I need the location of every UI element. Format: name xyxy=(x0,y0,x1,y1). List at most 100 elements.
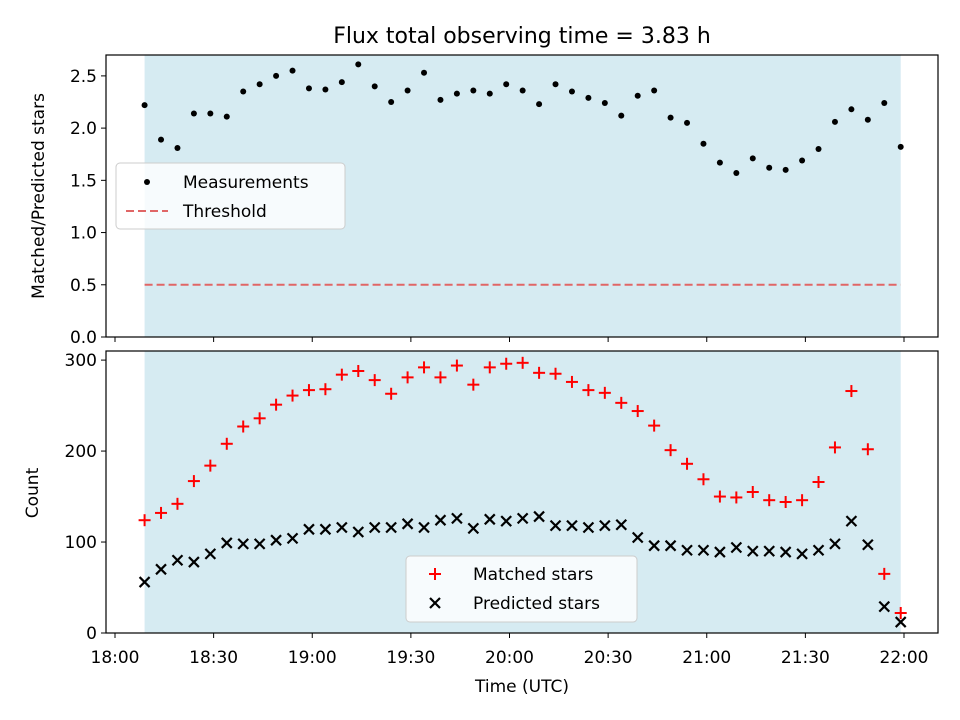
predicted-star-point xyxy=(730,541,743,554)
predicted-star-point xyxy=(894,616,907,628)
measurement-point xyxy=(552,81,559,88)
predicted-marker-b xyxy=(336,521,348,534)
matched-star-point xyxy=(615,396,628,409)
matched-star-point xyxy=(138,514,151,527)
matched-star-point xyxy=(368,374,381,387)
predicted-star-point xyxy=(779,546,792,558)
measurement-point xyxy=(766,164,773,171)
y-tick-label: 0.5 xyxy=(70,276,97,296)
matched-star-point xyxy=(664,444,677,457)
predicted-star-point xyxy=(253,538,266,550)
measurement-point xyxy=(388,99,395,105)
predicted-marker-b xyxy=(237,538,249,550)
predicted-star-point xyxy=(763,545,775,557)
predicted-marker-b xyxy=(483,513,496,526)
legend-box xyxy=(115,162,346,230)
predicted-marker-b xyxy=(714,546,726,558)
x-tick-label: 20:30 xyxy=(584,648,633,668)
predicted-marker-b xyxy=(138,576,151,588)
matched-star-point xyxy=(434,371,447,384)
legend-measurements-label: Measurements xyxy=(183,173,309,193)
predicted-star-point xyxy=(286,532,299,545)
measurement-point xyxy=(848,106,855,113)
predicted-marker-b xyxy=(188,556,200,568)
measurement-point xyxy=(519,87,526,94)
measurement-point xyxy=(716,159,723,166)
predicted-marker-b xyxy=(467,522,480,535)
predicted-marker-b xyxy=(549,519,562,532)
predicted-marker-b xyxy=(566,519,578,532)
matched-star-point xyxy=(631,405,644,418)
predicted-marker-b xyxy=(829,538,841,550)
matched-star-point xyxy=(155,506,168,519)
y-tick-label: 0.0 xyxy=(70,328,97,348)
predicted-marker-b xyxy=(204,548,217,560)
matched-star-point xyxy=(450,359,463,372)
axes-frame xyxy=(105,54,939,338)
matched-star-point xyxy=(204,459,217,472)
chart-title: Flux total observing time = 3.83 h xyxy=(333,24,711,49)
top-legend: Measurements Threshold xyxy=(115,162,346,230)
y-tick-label: 200 xyxy=(65,442,97,462)
predicted-marker-b xyxy=(451,512,463,525)
matched-star-point xyxy=(335,368,348,381)
predicted-star-point xyxy=(352,526,365,538)
predicted-marker-b xyxy=(664,539,677,552)
matched-star-point xyxy=(746,486,759,498)
measurement-point xyxy=(240,88,247,95)
measurement-point xyxy=(684,119,691,126)
predicted-marker-b xyxy=(533,510,545,523)
predicted-marker-b xyxy=(796,548,808,560)
measurement-point xyxy=(897,143,904,150)
predicted-star-point xyxy=(237,538,249,550)
measurement-point xyxy=(782,166,789,173)
measurement-point xyxy=(289,67,296,74)
matched-star-point xyxy=(763,494,776,507)
matched-star-point xyxy=(861,443,874,456)
legend-threshold-label: Threshold xyxy=(182,202,267,222)
measurement-point xyxy=(404,87,411,94)
predicted-marker-b xyxy=(303,523,315,536)
predicted-star-point xyxy=(878,600,891,613)
predicted-marker-b xyxy=(253,538,266,550)
predicted-marker-b xyxy=(746,545,759,557)
predicted-marker-b xyxy=(368,521,381,534)
matched-star-point xyxy=(779,496,792,509)
predicted-marker-b xyxy=(648,539,660,552)
predicted-star-point xyxy=(829,538,841,550)
matched-star-point xyxy=(418,361,431,374)
legend-matched-marker xyxy=(429,568,441,580)
predicted-star-point xyxy=(648,539,660,552)
measurement-point xyxy=(273,72,280,79)
measurement-point xyxy=(174,144,181,151)
predicted-marker-b xyxy=(862,538,874,551)
predicted-marker-b xyxy=(516,512,529,525)
measurement-point xyxy=(618,112,625,119)
predicted-marker-b xyxy=(697,544,710,556)
matched-star-point xyxy=(220,437,233,450)
predicted-star-point xyxy=(204,548,217,560)
predicted-star-point xyxy=(599,519,611,532)
predicted-star-point xyxy=(336,521,348,534)
measurement-point xyxy=(815,146,822,152)
matched-star-point xyxy=(565,375,578,388)
measurement-point xyxy=(503,81,510,88)
matched-star-point xyxy=(253,412,266,425)
predicted-star-point xyxy=(385,521,397,534)
legend-box xyxy=(405,555,638,623)
predicted-star-point xyxy=(566,519,578,532)
predicted-star-point xyxy=(533,510,545,523)
matched-star-point xyxy=(878,567,891,580)
measurement-point xyxy=(470,87,477,94)
measurement-point xyxy=(651,87,658,94)
measurement-point xyxy=(881,100,888,107)
predicted-star-point xyxy=(171,554,184,567)
predicted-star-point xyxy=(270,534,282,546)
y-tick-label: 2.0 xyxy=(70,119,97,139)
y-tick-label: 1.5 xyxy=(70,171,97,191)
matched-star-point xyxy=(352,365,365,378)
predicted-marker-b xyxy=(220,537,233,549)
matched-star-point xyxy=(187,475,200,488)
measurement-point xyxy=(749,155,756,162)
measurement-point xyxy=(371,83,378,90)
